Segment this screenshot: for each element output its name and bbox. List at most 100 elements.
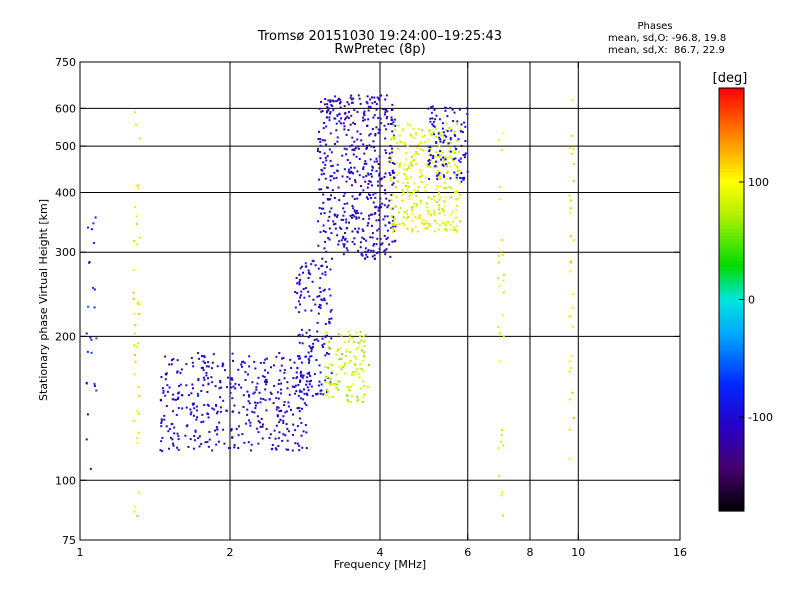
data-point (407, 166, 410, 169)
data-point (233, 404, 236, 407)
data-point (328, 384, 331, 387)
data-point (373, 100, 376, 103)
data-point (444, 228, 447, 231)
data-point (328, 116, 331, 119)
data-point (502, 132, 505, 135)
data-point (264, 388, 267, 391)
data-point (351, 195, 354, 198)
data-point (380, 94, 383, 97)
data-point (263, 361, 266, 364)
data-point (308, 371, 311, 374)
data-point (344, 364, 347, 367)
colorbar-segment (719, 405, 744, 410)
data-point (180, 368, 183, 371)
data-point (454, 228, 457, 231)
data-point (438, 136, 441, 139)
data-point (357, 212, 360, 215)
data-point (368, 214, 371, 217)
data-point (176, 370, 179, 373)
data-point (362, 380, 365, 383)
data-point (248, 365, 251, 368)
data-point (410, 135, 413, 138)
data-point (383, 204, 386, 207)
data-point (386, 236, 389, 239)
data-point (263, 375, 266, 378)
data-point (334, 222, 337, 225)
colorbar-segment (719, 264, 744, 269)
data-point (234, 382, 237, 385)
data-point (499, 198, 502, 201)
data-point (466, 113, 469, 116)
colorbar-segment (719, 324, 744, 329)
colorbar-segment (719, 313, 744, 318)
colorbar-segment (719, 362, 744, 368)
data-point (344, 362, 347, 365)
data-point (248, 395, 251, 398)
data-point (276, 414, 279, 417)
data-point (322, 161, 325, 164)
data-point (438, 203, 441, 206)
data-point (437, 132, 440, 135)
data-point (308, 345, 311, 348)
data-point (356, 138, 359, 141)
data-point (298, 311, 301, 314)
data-point (393, 162, 396, 165)
data-point (221, 365, 224, 368)
colorbar-segment (719, 133, 744, 138)
data-point (317, 384, 320, 387)
colorbar-segment (719, 183, 744, 188)
data-point (407, 185, 410, 188)
data-point (353, 209, 356, 212)
data-point (356, 231, 359, 234)
data-point (295, 390, 298, 393)
colorbar-segment (719, 461, 744, 466)
data-point (571, 152, 574, 155)
data-point (450, 151, 453, 154)
data-point (365, 162, 368, 165)
data-point (327, 237, 330, 240)
data-point (93, 288, 96, 291)
data-point (315, 393, 318, 396)
data-point (438, 212, 441, 215)
data-point (454, 173, 457, 176)
data-point (442, 156, 445, 159)
data-point (435, 166, 438, 169)
data-point (365, 253, 368, 256)
data-point (352, 207, 355, 210)
data-point (256, 401, 259, 404)
data-point (498, 139, 501, 142)
data-point (134, 324, 137, 327)
data-point (282, 433, 285, 436)
data-point (360, 349, 363, 352)
data-point (411, 228, 414, 231)
data-point (386, 229, 389, 232)
data-point (391, 227, 394, 230)
data-point (346, 115, 349, 118)
colorbar-segment (719, 359, 744, 364)
data-point (423, 186, 426, 189)
data-point (330, 337, 333, 340)
data-point (380, 243, 383, 246)
data-point (402, 181, 405, 184)
data-point (324, 381, 327, 384)
data-point (211, 361, 214, 364)
data-point (430, 106, 433, 109)
data-point (392, 176, 395, 179)
data-point (309, 374, 312, 377)
data-point (134, 506, 137, 509)
data-point (422, 135, 425, 138)
data-point (443, 155, 446, 158)
data-point (286, 427, 289, 430)
data-point (349, 214, 352, 217)
data-point (331, 189, 334, 192)
data-point (377, 184, 380, 187)
data-point (428, 158, 431, 161)
data-point (370, 175, 373, 178)
data-point (363, 385, 366, 388)
data-point (278, 421, 281, 424)
data-point (261, 425, 264, 428)
data-point (377, 116, 380, 119)
data-point (328, 198, 331, 201)
data-point (452, 160, 455, 163)
data-point (394, 206, 397, 209)
